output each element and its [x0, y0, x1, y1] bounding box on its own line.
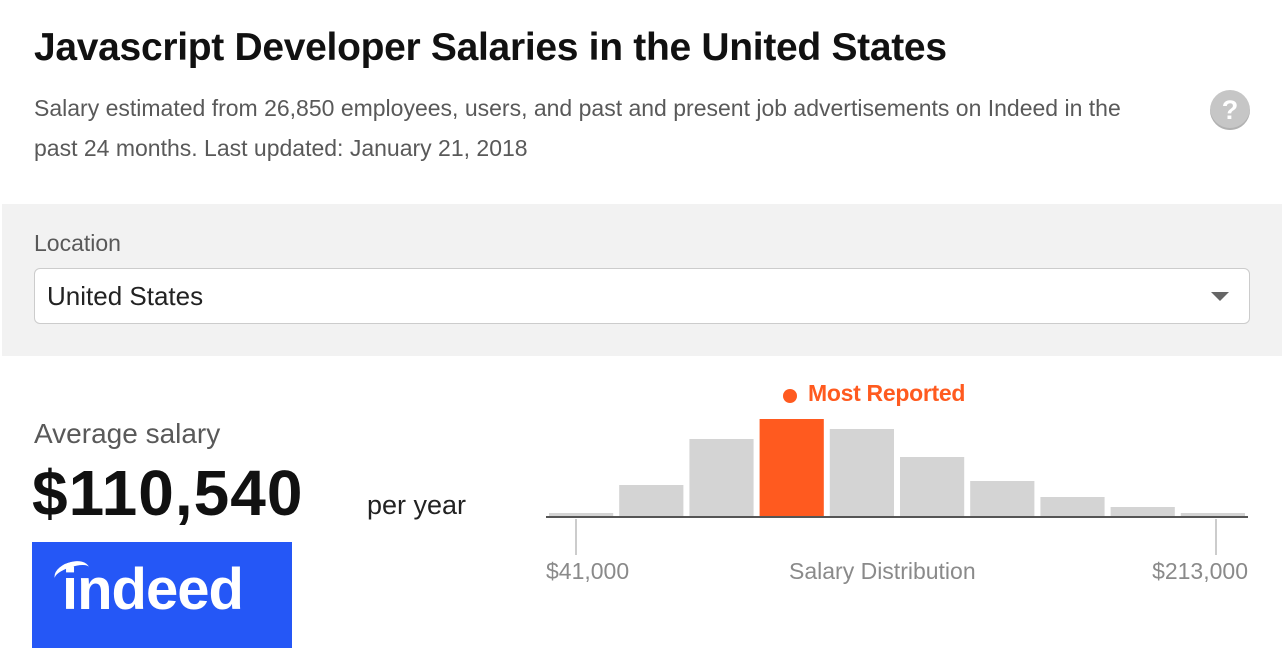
salary-min-tick: $41,000 [546, 558, 630, 584]
location-panel: Location United States [2, 204, 1282, 356]
indeed-logo: indeed [32, 542, 292, 648]
question-circle-icon[interactable]: ? [1210, 90, 1250, 130]
histogram-bar [1180, 513, 1245, 517]
average-salary-value: $110,540 [32, 457, 304, 529]
average-salary-unit: per year [367, 490, 467, 520]
location-select-value: United States [47, 281, 204, 311]
histogram-bar [829, 429, 894, 517]
salary-max-tick: $213,000 [1152, 558, 1248, 584]
page-title: Javascript Developer Salaries in the Uni… [34, 26, 947, 69]
page-subtitle: Salary estimated from 26,850 employees, … [34, 95, 1121, 161]
most-reported-dot-icon [783, 389, 797, 403]
histogram-bar-most-reported [759, 419, 824, 517]
location-select[interactable]: United States [34, 268, 1250, 324]
histogram-bar [900, 457, 965, 517]
histogram-bar [549, 513, 614, 517]
average-salary-label: Average salary [34, 418, 221, 449]
salary-distribution-chart: Most Reported $41,000 Salary Distributio… [540, 370, 1260, 600]
salary-distribution-axis-title: Salary Distribution [789, 558, 976, 584]
histogram-bar [689, 439, 754, 517]
histogram-bar [970, 481, 1035, 517]
salary-distribution-bars [546, 419, 1248, 555]
histogram-bar [619, 485, 684, 517]
most-reported-label: Most Reported [808, 380, 966, 406]
location-label: Location [34, 230, 121, 256]
chevron-down-icon[interactable] [1211, 292, 1229, 301]
indeed-logo-text: indeed [62, 557, 244, 622]
histogram-bar [1040, 497, 1105, 517]
histogram-bar [1110, 507, 1175, 517]
